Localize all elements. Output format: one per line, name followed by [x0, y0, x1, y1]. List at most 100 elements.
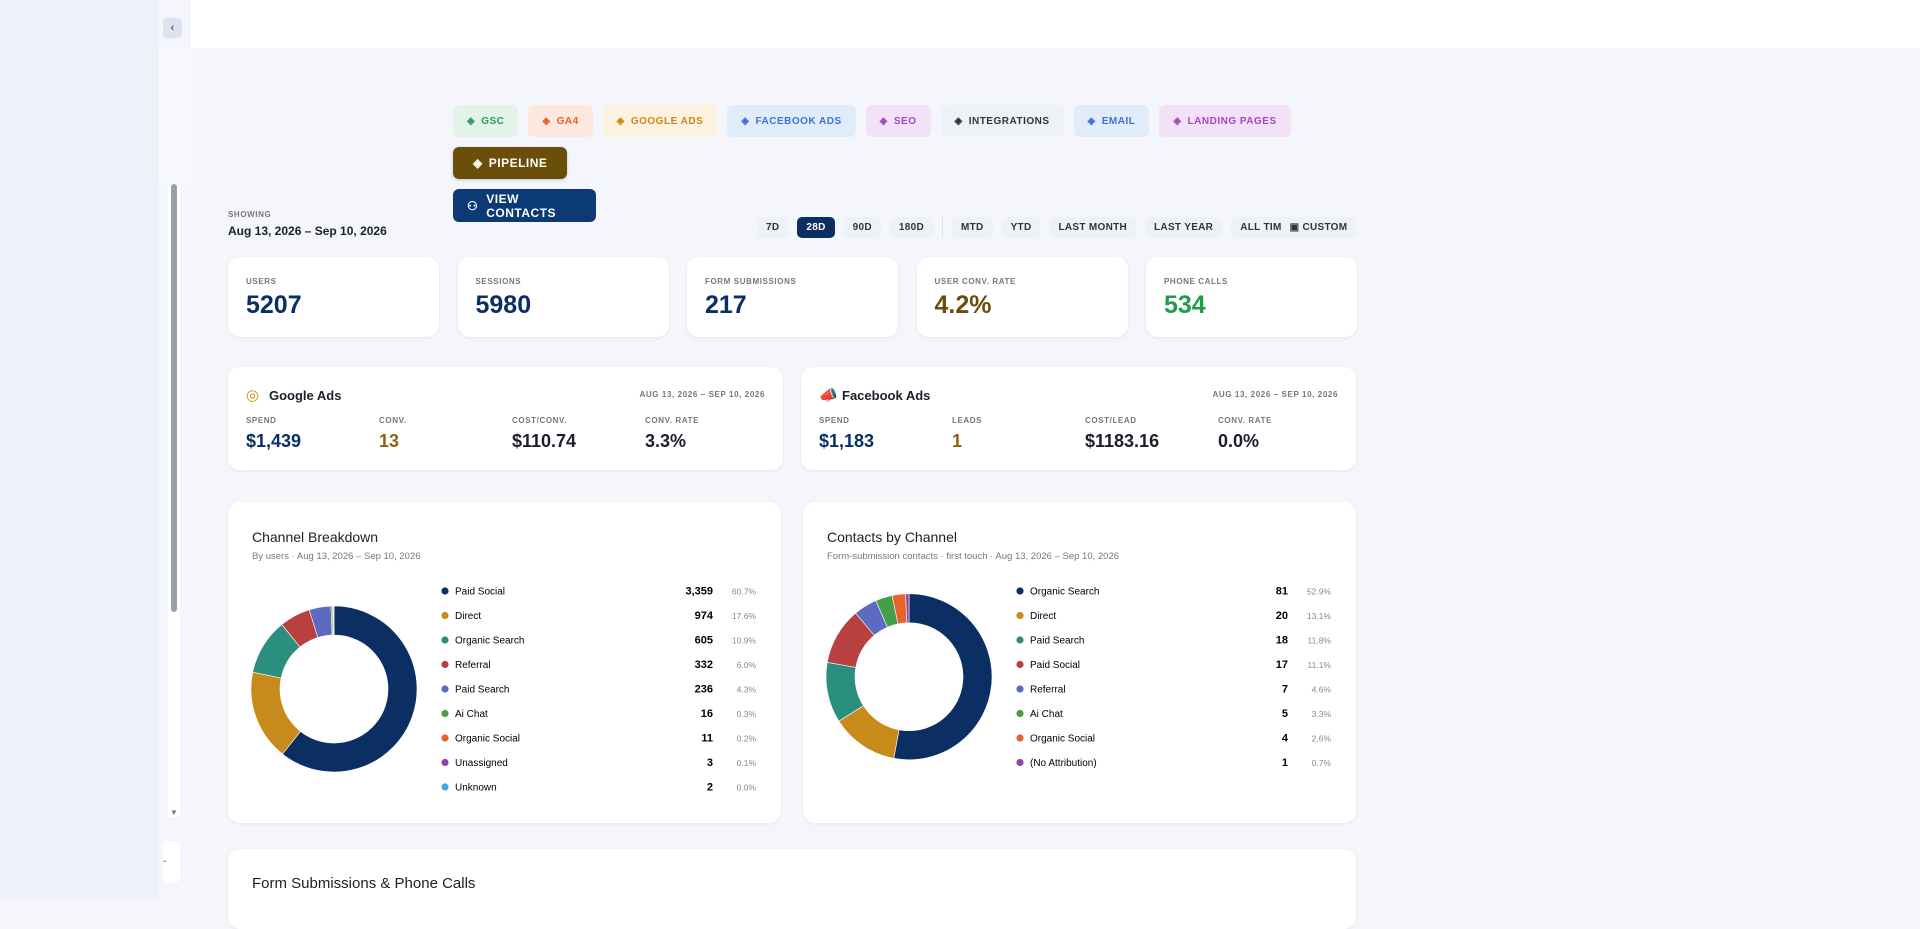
legend-label: Paid Search	[455, 685, 509, 696]
metric-value: 1	[952, 431, 962, 452]
legend-value: 7	[1282, 684, 1288, 696]
legend-share: 0.2%	[737, 734, 757, 744]
kpi-label: USERS	[246, 277, 277, 286]
nav-button[interactable]: ◈ LANDING PAGES	[1159, 105, 1290, 137]
legend-share: 13.1%	[1307, 611, 1332, 621]
legend-label: Organic Search	[455, 636, 524, 647]
legend-share: 6.0%	[737, 660, 757, 670]
legend-label: Direct	[1030, 611, 1056, 622]
side-handle[interactable]: -	[163, 841, 180, 882]
legend-value: 332	[695, 659, 713, 671]
legend-share: 10.9%	[732, 636, 757, 646]
range-option[interactable]: LAST MONTH	[1049, 217, 1136, 238]
legend-value: 3,359	[685, 586, 713, 598]
legend-dot	[1016, 612, 1023, 619]
legend-label: Organic Social	[1030, 734, 1095, 745]
range-option[interactable]: 28D	[797, 217, 834, 238]
legend-value: 16	[701, 708, 713, 720]
legend-dot	[1016, 685, 1023, 692]
nav-icon: ◈	[955, 116, 963, 127]
nav-label: INTEGRATIONS	[969, 116, 1050, 127]
legend-dot	[441, 783, 448, 790]
nav-label: GOOGLE ADS	[631, 116, 703, 127]
legend-share: 60.7%	[732, 587, 757, 597]
legend-dot	[441, 636, 448, 643]
metric-value: 13	[379, 431, 399, 452]
nav-icon: ◈	[617, 116, 625, 127]
ads-title: Facebook Ads	[842, 388, 930, 403]
custom-button[interactable]: ▣ CUSTOM	[1281, 217, 1356, 238]
nav-button[interactable]: ◈PIPELINE	[453, 147, 567, 179]
scrollbar[interactable]: ▼	[168, 184, 180, 817]
nav-icon: ◈	[542, 116, 550, 127]
kpi-label: USER CONV. RATE	[935, 277, 1016, 286]
ads-icon: ◎	[246, 386, 259, 404]
nav-button[interactable]: ◈ SEO	[866, 105, 931, 137]
nav-button[interactable]: ◈ INTEGRATIONS	[941, 105, 1064, 137]
legend-dot	[1016, 710, 1023, 717]
nav-button[interactable]: ◈ GOOGLE ADS	[603, 105, 718, 137]
nav-button[interactable]: ◈GA4	[528, 105, 592, 137]
legend-share: 52.9%	[1307, 587, 1332, 597]
legend-share: 2.6%	[1312, 734, 1332, 744]
nav-label: FACEBOOK ADS	[755, 116, 841, 127]
contacts-icon: ⚇	[467, 199, 478, 213]
legend-share: 0.3%	[737, 709, 757, 719]
ads-icon: 📣	[819, 386, 838, 404]
legend-share: 0.7%	[1312, 758, 1332, 768]
sidebar	[0, 0, 159, 900]
page: ‹ ▼ - ◈GSC◈GA4◈GOOGLE ADS◈FACEBOOK ADS◈S…	[0, 0, 1920, 900]
range-option[interactable]: 7D	[757, 217, 788, 238]
kpi-card: FORM SUBMISSIONS 217	[687, 257, 898, 337]
kpi-value: 217	[705, 291, 747, 320]
legend-dot	[441, 710, 448, 717]
legend-dot	[441, 734, 448, 741]
metric-label: COST/CONV.	[512, 416, 567, 425]
kpi-label: FORM SUBMISSIONS	[705, 277, 796, 286]
nav-label: LANDING PAGES	[1188, 116, 1277, 127]
legend-share: 0.0%	[737, 783, 757, 793]
legend-value: 2	[707, 782, 713, 794]
nav-icon: ◈	[1088, 116, 1096, 127]
legend-label: Ai Chat	[455, 709, 488, 720]
range-option[interactable]: LAST YEAR	[1145, 217, 1222, 238]
nav-label: GSC	[481, 116, 504, 127]
legend-value: 1	[1282, 757, 1288, 769]
range-option[interactable]: MTD	[952, 217, 993, 238]
legend-dot	[441, 685, 448, 692]
legend-share: 0.1%	[737, 758, 757, 768]
view-contacts-button[interactable]: ⚇ VIEW CONTACTS	[453, 189, 596, 222]
nav-icon: ◈	[880, 116, 888, 127]
nav-button[interactable]: ◈FACEBOOK ADS	[727, 105, 855, 137]
range-dates: Aug 13, 2026 – Sep 10, 2026	[228, 224, 387, 238]
nav-label: PIPELINE	[489, 156, 548, 170]
kpi-value: 534	[1164, 291, 1206, 320]
range-option[interactable]: YTD	[1002, 217, 1041, 238]
metric-label: CONV.	[379, 416, 407, 425]
collapse-button[interactable]: ‹	[163, 18, 182, 38]
range-label: SHOWING	[228, 210, 271, 219]
contacts-label: VIEW CONTACTS	[486, 192, 582, 220]
kpi-value: 5980	[476, 291, 532, 320]
nav-label: SEO	[894, 116, 917, 127]
legend-value: 4	[1282, 733, 1289, 745]
nav-icon: ◈	[1173, 116, 1181, 127]
legend-dot	[441, 759, 448, 766]
range-option[interactable]: 90D	[844, 217, 881, 238]
nav-button[interactable]: ◈GSC	[453, 105, 518, 137]
legend-label: Unassigned	[455, 758, 508, 769]
range-option[interactable]: 180D	[890, 217, 933, 238]
metric-value: 3.3%	[645, 431, 686, 452]
nav-button[interactable]: ◈EMAIL	[1074, 105, 1150, 137]
legend-label: Paid Social	[1030, 660, 1080, 671]
legend-label: Paid Social	[455, 587, 505, 598]
